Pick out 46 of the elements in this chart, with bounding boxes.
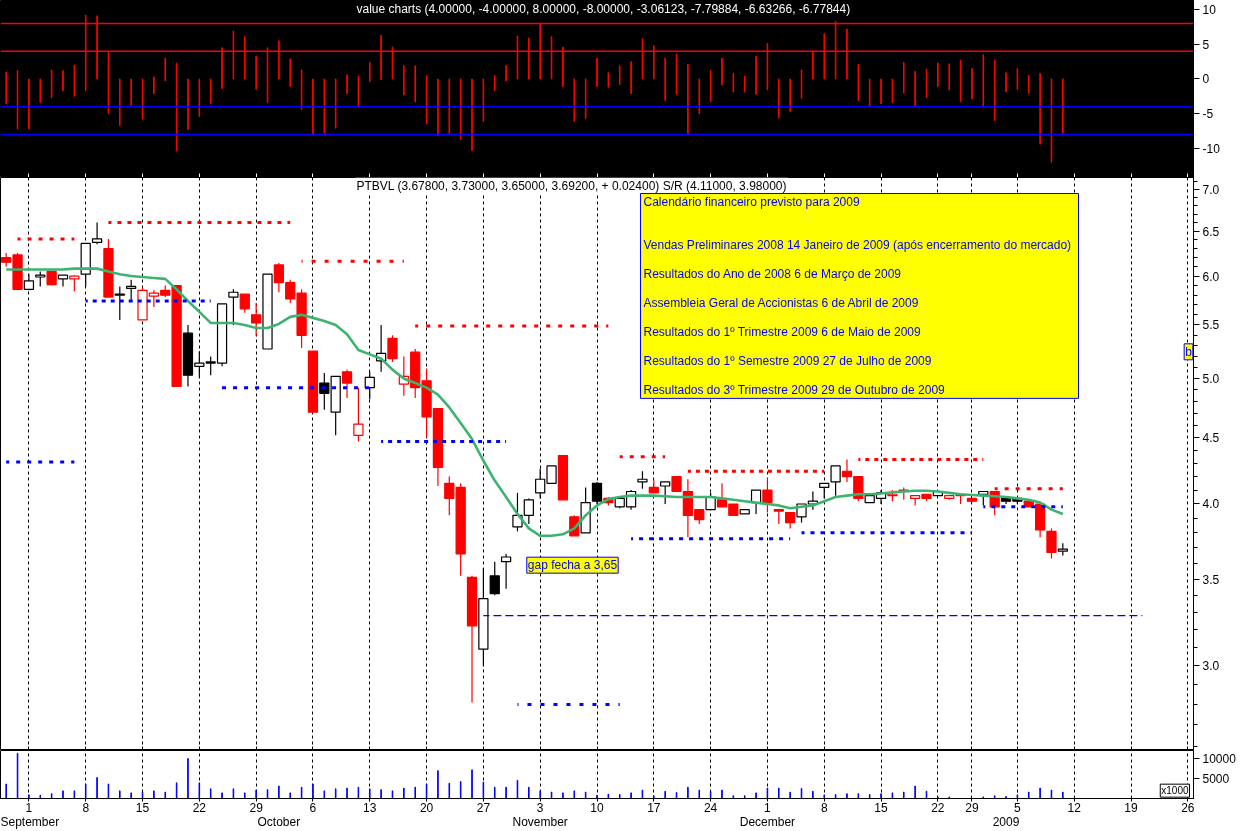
x-tick-label: 2009 <box>992 814 1020 829</box>
x-tick-label: October <box>257 814 301 829</box>
category-label: 3 November <box>512 800 568 829</box>
y-tick-label: 0 <box>1202 72 1210 87</box>
y-tick-label: 4.0 <box>1202 497 1220 512</box>
y-axis-title: x1000 <box>1161 785 1189 797</box>
y-tick-label: 5.5 <box>1202 318 1220 333</box>
x-tick-label: 15 <box>874 800 889 815</box>
x-tick-label: 22 <box>931 800 945 815</box>
x-tick-label: 15 <box>135 800 150 815</box>
y-tick-label: -5 <box>1202 107 1214 122</box>
category-label: 1 December <box>739 800 796 829</box>
y-tick-label: 5.0 <box>1202 372 1220 387</box>
y-tick-label: 3.5 <box>1202 572 1220 587</box>
chart-title: PTBVL (3.67800, 3.73000, 3.65000, 3.69200, + 0.02400) S/R (4.11000, 3.98000) <box>356 178 787 193</box>
annotation: gap fecha a 3,65 <box>527 558 618 573</box>
x-tick-label: 26 <box>1181 800 1195 815</box>
y-tick-label: 3.0 <box>1202 659 1220 674</box>
annotation: b <box>1185 344 1193 359</box>
x-tick-label: 12 <box>1067 800 1082 815</box>
x-tick-label: 8 <box>82 800 90 815</box>
x-tick-label: 29 <box>965 800 979 815</box>
chart-title: value charts (4.00000, -4.00000, 8.00000, -8.00000, -3.06123, -7.79884, -6.63266, -6.77844) <box>356 1 851 16</box>
y-tick-label: 10 <box>1202 3 1217 18</box>
y-tick-label: 4.5 <box>1202 431 1220 446</box>
x-tick-label: 5 <box>1014 800 1022 815</box>
x-tick-label: 19 <box>1124 800 1139 815</box>
x-tick-label: 27 <box>476 800 491 815</box>
y-tick-label: 5 <box>1202 37 1210 52</box>
y-tick-label: 6.5 <box>1202 224 1220 239</box>
y-tick-label: -10 <box>1202 141 1221 156</box>
y-tick-label: 5000 <box>1202 771 1230 786</box>
x-tick-label: 29 <box>249 800 264 815</box>
x-tick-label: 8 <box>820 800 828 815</box>
category-label: 1 September <box>0 800 60 829</box>
x-tick-label: 6 <box>309 800 317 815</box>
x-tick-label: 24 <box>703 800 718 815</box>
y-tick-label: 6.0 <box>1202 269 1220 284</box>
x-tick-label: 10 <box>590 800 604 815</box>
x-tick-label: 13 <box>363 800 377 815</box>
y-tick-label: 10000 <box>1202 751 1237 766</box>
x-tick-label: 20 <box>419 800 434 815</box>
x-tick-label: 17 <box>647 800 661 815</box>
text: Calendário financeiro previsto para 2009 Vendas Preliminares 2008 14 Janeiro de 2009 (após encerramento do mercado) Resultados do Ano de 2008 6 de Março de 2009 Assembleia Geral de Accionistas 6 de Abril de 2009 Resultados do 1º Trimestre 2009 6 de Maio de 2009 Resultados do 1º Semestre 2009 27 de Julho de 2009 Resultados do 3º Trimestre 2009 29 de Outubro de 2009 <box>643 194 1072 398</box>
x-tick-label: 22 <box>192 800 207 815</box>
y-tick-label: 7.0 <box>1202 182 1220 197</box>
